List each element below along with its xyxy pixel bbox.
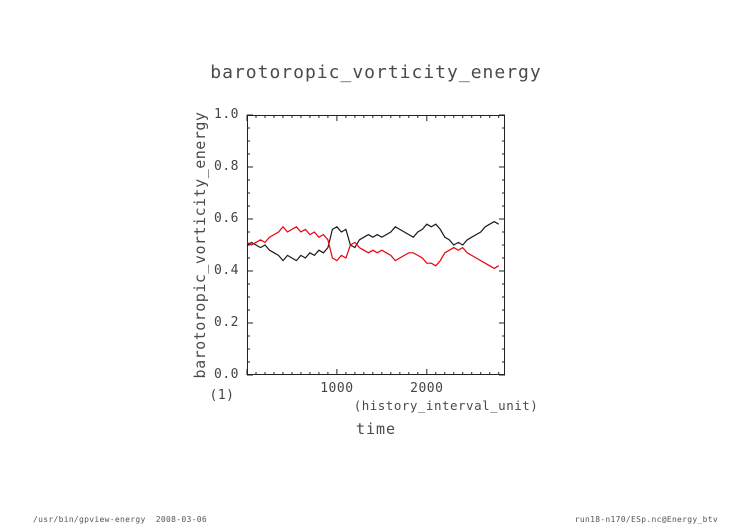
y-tick-label: 0.2 — [214, 315, 239, 330]
datafile-footer: run18-n170/ESp.nc@Energy_btv — [574, 515, 718, 524]
x-tick-label: 1000 — [320, 381, 354, 396]
x-tick-label: 2000 — [410, 381, 444, 396]
series-black — [246, 220, 500, 262]
y-axis-label: barotoropic_vorticity_energy — [191, 111, 209, 379]
series-red — [246, 225, 500, 270]
y-tick-label: 1.0 — [214, 107, 239, 122]
plot-area — [246, 114, 505, 376]
y-tick-label: 0.6 — [214, 211, 239, 226]
command-footer: /usr/bin/gpview-energy 2008-03-06 — [33, 515, 207, 524]
chart-title: barotoropic_vorticity_energy — [210, 62, 542, 83]
y-tick-label: 0.8 — [214, 159, 239, 174]
plot-frame — [247, 115, 505, 375]
x-axis-unit-label: (history_interval_unit) — [353, 398, 539, 413]
x-axis-label: time — [355, 420, 397, 438]
y-tick-label: 0.0 — [214, 367, 239, 382]
y-axis-scale-note: (1) — [209, 388, 235, 403]
y-tick-label: 0.4 — [214, 263, 239, 278]
